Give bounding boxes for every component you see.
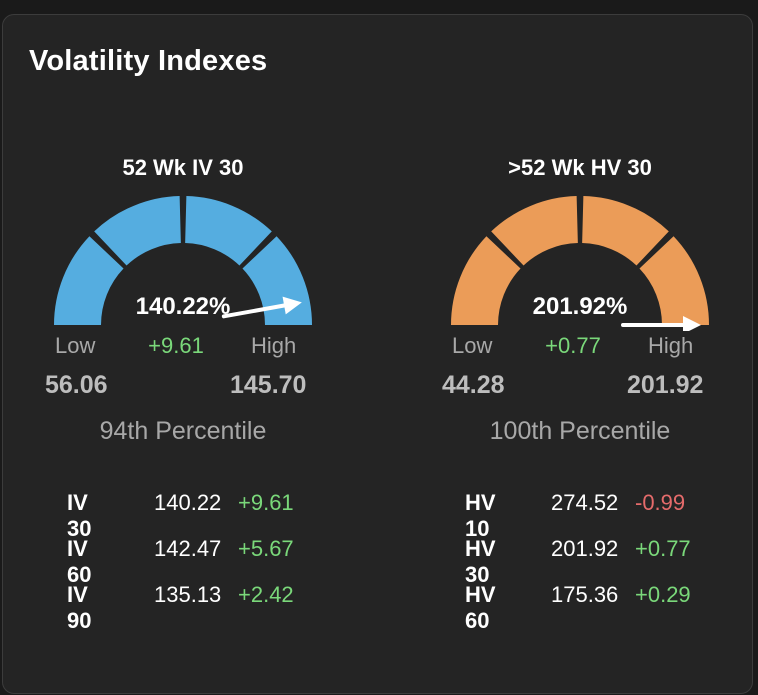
iv-gauge-needle [221,303,287,319]
hv-high-value: 201.92 [627,371,704,399]
hv-low-value: 44.28 [442,371,505,399]
hv-high-label: High [648,333,694,358]
hv-gauge [451,196,709,331]
iv-gauge [54,196,312,325]
hv-gauge-needle-head [683,316,701,331]
stat-label: IV 30 [67,490,92,541]
stat-label: HV 60 [465,582,496,633]
iv-gauge-needle-head [282,296,302,315]
stat-value: 201.92 [551,536,619,561]
stat-label: HV 10 [465,490,496,541]
iv-current-value: 140.22% [135,293,231,320]
iv-high-value: 145.70 [230,371,307,399]
stat-value: 274.52 [551,490,619,515]
hv-current-value: 201.92% [532,293,628,320]
stat-value: 135.13 [154,582,222,607]
gauge-segment [54,236,124,325]
stat-change: +5.67 [238,536,294,561]
hv-gauge-panel: >52 Wk HV 30 201.92% Low +0.77 High 44.2… [415,15,745,695]
card-title: Volatility Indexes [29,45,268,77]
iv-high-label: High [251,333,297,358]
gauge-segment [451,236,521,325]
gauge-segment [582,196,669,266]
stat-label: IV 90 [67,582,92,633]
hv-change: +0.77 [545,333,601,358]
stat-label: IV 60 [67,536,92,587]
stat-value: 140.22 [154,490,222,515]
stat-change: +9.61 [238,490,294,515]
gauge-segment [94,196,181,266]
iv-low-value: 56.06 [45,371,108,399]
iv-low-label: Low [55,333,96,358]
stat-change: +2.42 [238,582,294,607]
gauge-segment [185,196,272,266]
gauge-segment [639,236,709,325]
stat-change: +0.77 [635,536,691,561]
stat-change: +0.29 [635,582,691,607]
stat-value: 142.47 [154,536,222,561]
iv-percentile: 94th Percentile [99,417,267,445]
stat-label: HV 30 [465,536,496,587]
iv-gauge-panel: 52 Wk IV 30 140.22% Low +9.61 High 56.06… [18,15,348,695]
volatility-indexes-card: Volatility Indexes 52 Wk IV 30 140.22% L… [2,14,753,694]
hv-low-label: Low [452,333,493,358]
stat-value: 175.36 [551,582,619,607]
iv-change: +9.61 [148,333,204,358]
hv-gauge-arc [451,196,709,325]
hv-percentile: 100th Percentile [489,417,671,445]
stat-change: -0.99 [635,490,686,515]
gauge-segment [491,196,578,266]
hv-gauge-title: >52 Wk HV 30 [508,155,652,180]
iv-gauge-title: 52 Wk IV 30 [122,155,244,180]
